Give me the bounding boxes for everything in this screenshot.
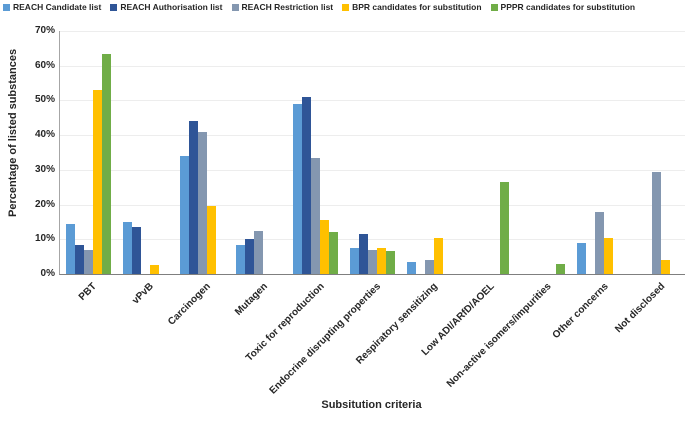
- bar: [74, 244, 84, 274]
- legend-label: REACH Restriction list: [241, 2, 334, 12]
- gridline: [60, 239, 685, 241]
- bar-group: [117, 31, 174, 274]
- bar: [499, 182, 509, 274]
- legend-item: BPR candidates for substitution: [342, 2, 482, 12]
- gridline: [60, 65, 685, 67]
- bar: [604, 237, 614, 274]
- legend-swatch-icon: [231, 3, 239, 11]
- bar: [83, 249, 93, 274]
- bar-group: [344, 31, 401, 274]
- legend-swatch-icon: [110, 3, 118, 11]
- y-tick-label: 50%: [34, 94, 55, 106]
- bar: [349, 247, 359, 274]
- bar: [385, 251, 395, 274]
- bar: [652, 171, 662, 274]
- chart-legend: REACH Candidate list REACH Authorisation …: [3, 1, 635, 13]
- gridline: [60, 100, 685, 102]
- bar: [293, 103, 303, 274]
- bar: [358, 234, 368, 274]
- bar-group: [628, 31, 685, 274]
- bar-group: [401, 31, 458, 274]
- bar: [254, 230, 264, 274]
- y-tick-label: 70%: [34, 25, 55, 36]
- x-tick-label-text: Mutagen: [232, 281, 270, 318]
- gridline: [60, 135, 685, 137]
- x-tick-label-text: vPvB: [130, 281, 156, 307]
- bar: [92, 90, 102, 274]
- plot-area: [59, 31, 685, 275]
- legend-label: REACH Candidate list: [13, 2, 102, 12]
- bar: [131, 227, 141, 274]
- bar: [197, 131, 207, 274]
- x-tick-label-text: Not disclosed: [613, 281, 668, 336]
- y-tick-label: 0%: [40, 268, 55, 279]
- x-tick-label-text: PBT: [77, 281, 100, 303]
- bar: [188, 121, 198, 274]
- y-tick-label: 10%: [34, 233, 55, 245]
- bar: [65, 223, 75, 274]
- x-tick-label-text: Endocrine disrupting properties: [267, 281, 384, 397]
- bar: [149, 265, 159, 274]
- bar: [101, 53, 111, 274]
- x-tick-label-text: Carcinogen: [166, 281, 213, 328]
- bar: [311, 157, 321, 274]
- legend-item: REACH Authorisation list: [110, 2, 223, 12]
- legend-item: PPPR candidates for substitution: [490, 2, 636, 12]
- y-axis-title: Percentage of listed substances: [7, 48, 19, 217]
- bar: [433, 237, 443, 274]
- y-tick-label: 30%: [34, 163, 55, 175]
- bar-group: [515, 31, 572, 274]
- legend-swatch-icon: [490, 3, 498, 11]
- bar-group: [174, 31, 231, 274]
- bar: [556, 263, 566, 274]
- bar-group: [571, 31, 628, 274]
- y-tick-label: 40%: [34, 129, 55, 141]
- legend-label: BPR candidates for substitution: [352, 2, 482, 12]
- bar: [577, 242, 587, 274]
- legend-label: REACH Authorisation list: [120, 2, 223, 12]
- gridline: [60, 31, 685, 32]
- x-tick-label-text: Non-active isomers/impurities: [444, 281, 554, 390]
- bar-group: [458, 31, 515, 274]
- bar-group: [230, 31, 287, 274]
- bar: [245, 239, 255, 274]
- legend-item: REACH Candidate list: [3, 2, 101, 12]
- bar: [661, 260, 671, 274]
- bar: [424, 260, 434, 274]
- legend-label: PPPR candidates for substitution: [500, 2, 636, 12]
- y-tick-label: 20%: [34, 198, 55, 210]
- bar: [236, 244, 246, 274]
- legend-swatch-icon: [3, 3, 10, 11]
- bar-group: [60, 31, 117, 274]
- bar: [320, 220, 330, 274]
- bar: [595, 211, 605, 274]
- bar: [376, 247, 386, 274]
- bar: [406, 261, 416, 274]
- bar: [206, 206, 216, 274]
- bar: [302, 96, 312, 274]
- gridline: [60, 204, 685, 206]
- bar: [179, 155, 189, 274]
- bar: [329, 232, 339, 274]
- x-axis-title: Subsitution criteria: [321, 399, 422, 411]
- x-tick-label-text: Other concerns: [550, 281, 611, 342]
- bar-group: [287, 31, 344, 274]
- bar: [122, 221, 132, 274]
- y-tick-label: 60%: [34, 59, 55, 71]
- bar: [367, 249, 377, 274]
- legend-item: REACH Restriction list: [231, 2, 334, 12]
- legend-swatch-icon: [342, 3, 350, 11]
- gridline: [60, 169, 685, 171]
